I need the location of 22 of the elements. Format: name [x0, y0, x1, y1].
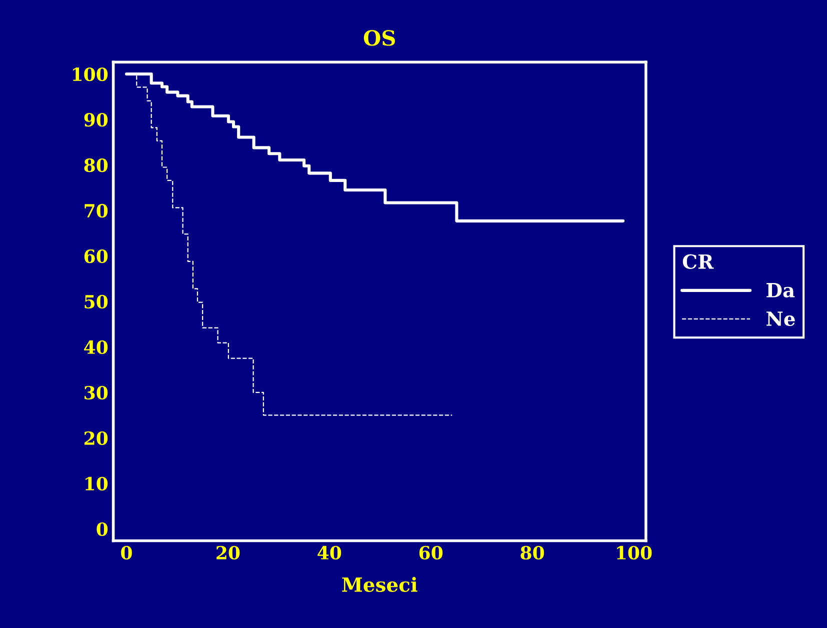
- y-tick-label: 80: [84, 158, 108, 172]
- y-tick-label: 0: [96, 522, 108, 536]
- x-axis-title: Meseci: [342, 576, 418, 592]
- y-tick-label: 10: [86, 476, 108, 491]
- chart-title: OS: [364, 30, 395, 46]
- x-tick-label: 40: [318, 546, 342, 560]
- x-tick-label: 0: [121, 546, 132, 560]
- y-tick-label: 50: [84, 294, 108, 309]
- y-tick-label: 60: [84, 249, 108, 264]
- x-tick-label: 100: [617, 546, 652, 560]
- x-tick-label: 60: [419, 546, 443, 560]
- legend-title: CR: [682, 254, 714, 269]
- y-tick-label: 30: [84, 386, 108, 400]
- y-tick-label: 70: [84, 204, 108, 218]
- x-tick-label: 80: [520, 546, 544, 560]
- y-tick-label: 40: [84, 340, 108, 354]
- legend-label: Da: [766, 283, 795, 298]
- y-tick-label: 100: [72, 67, 108, 82]
- y-tick-label: 20: [84, 431, 108, 446]
- x-tick-label: 20: [216, 546, 240, 560]
- y-tick-label: 90: [84, 112, 108, 127]
- legend-label: Ne: [766, 312, 795, 326]
